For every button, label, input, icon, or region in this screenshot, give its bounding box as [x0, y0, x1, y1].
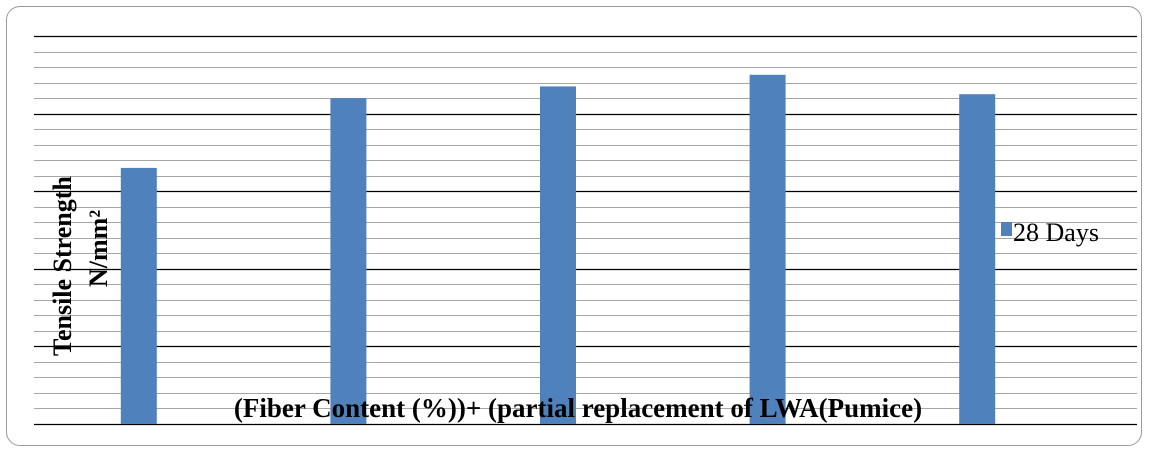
bar-4 [749, 74, 786, 425]
bar-1 [120, 167, 157, 424]
y-axis-label-line2: N/mm² [84, 210, 113, 287]
y-axis-label-line1: Tensile Strength [48, 176, 77, 356]
legend-swatch [1001, 222, 1012, 236]
legend-entry: 28 Days [1013, 218, 1099, 247]
major-gridlines [34, 35, 1137, 426]
bar-3 [540, 86, 576, 425]
x-axis-label: (Fiber Content (%))+ (partial replacemen… [234, 393, 922, 423]
bar-2 [330, 98, 367, 424]
bar-5 [959, 94, 996, 424]
bars [120, 74, 996, 425]
minor-gridlines [34, 52, 1137, 409]
